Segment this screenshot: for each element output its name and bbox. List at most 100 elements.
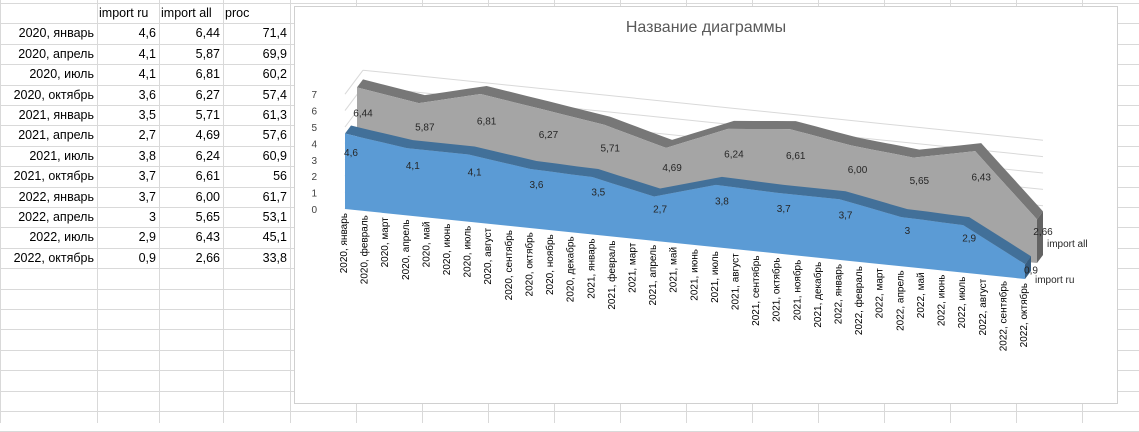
y-tick-label: 0 — [311, 205, 317, 216]
import-ru-cell[interactable]: 2,7 — [138, 128, 156, 142]
grid-line — [290, 0, 291, 423]
import-all-cell[interactable]: 5,87 — [195, 47, 220, 61]
header-cell[interactable]: import ru — [99, 6, 149, 20]
import-ru-cell[interactable]: 4,1 — [138, 47, 156, 61]
row-label-cell[interactable]: 2022, июль — [29, 230, 94, 244]
x-tick-label: 2021, июль — [710, 251, 721, 303]
import-ru-cell[interactable]: 3,7 — [138, 169, 156, 183]
x-tick-label: 2022, апрель — [895, 270, 906, 331]
grid-line — [97, 0, 98, 423]
y-tick-label: 6 — [311, 107, 317, 118]
import-all-cell[interactable]: 6,00 — [195, 190, 220, 204]
data-label: 5,87 — [415, 122, 435, 133]
proc-cell[interactable]: 71,4 — [262, 26, 287, 40]
x-tick-label: 2022, март — [875, 268, 886, 319]
data-label: 6,44 — [353, 109, 373, 120]
data-label: 3,5 — [591, 188, 605, 199]
proc-cell[interactable]: 61,3 — [262, 108, 287, 122]
proc-cell[interactable]: 33,8 — [262, 251, 287, 265]
x-tick-label: 2020, февраль — [359, 215, 371, 284]
grid-line — [0, 411, 1139, 412]
import-all-cell[interactable]: 6,44 — [195, 26, 220, 40]
x-tick-label: 2022, июль — [957, 277, 968, 329]
y-tick-label: 7 — [311, 90, 317, 101]
series-cap-import-all — [1037, 211, 1043, 263]
row-label-cell[interactable]: 2021, октябрь — [13, 169, 94, 183]
import-all-cell[interactable]: 4,69 — [195, 128, 220, 142]
import-ru-cell[interactable]: 0,9 — [138, 251, 156, 265]
x-tick-label: 2022, июнь — [937, 275, 948, 327]
proc-cell[interactable]: 53,1 — [262, 210, 287, 224]
proc-cell[interactable]: 45,1 — [262, 230, 287, 244]
proc-cell[interactable]: 57,4 — [262, 88, 287, 102]
x-tick-label: 2020, октябрь — [523, 232, 535, 296]
row-label-cell[interactable]: 2020, июль — [29, 67, 94, 81]
grid-line — [0, 0, 1, 423]
import-ru-cell[interactable]: 2,9 — [138, 230, 156, 244]
data-label: 6,24 — [724, 149, 744, 160]
proc-cell[interactable]: 57,6 — [262, 128, 287, 142]
row-label-cell[interactable]: 2022, январь — [18, 190, 94, 204]
import-ru-cell[interactable]: 3,5 — [138, 108, 156, 122]
proc-cell[interactable]: 56 — [273, 169, 287, 183]
chart-area[interactable]: Название диаграммы 0 1 2 3 4 5 6 7 6,44 5,87 6,81 6… — [294, 6, 1118, 404]
x-tick-label: 2021, февраль — [606, 241, 618, 310]
row-label-cell[interactable]: 2021, июль — [29, 149, 94, 163]
import-all-cell[interactable]: 6,27 — [195, 88, 220, 102]
data-label: 2,7 — [653, 204, 667, 215]
proc-cell[interactable]: 69,9 — [262, 47, 287, 61]
data-label: 3 — [905, 226, 911, 237]
data-label: 6,43 — [971, 172, 991, 183]
import-ru-cell[interactable]: 3 — [149, 210, 156, 224]
row-label-cell[interactable]: 2021, январь — [18, 108, 94, 122]
import-all-cell[interactable]: 5,65 — [195, 210, 220, 224]
header-cell[interactable]: proc — [225, 6, 250, 20]
grid-line — [159, 0, 160, 423]
import-ru-cell[interactable]: 3,6 — [138, 88, 156, 102]
area-chart-3d: 0 1 2 3 4 5 6 7 6,44 5,87 6,81 6,27 5,71 4,69 6,24 6,61… — [311, 69, 1088, 351]
data-label: 4,69 — [662, 163, 682, 174]
row-label-cell[interactable]: 2022, октябрь — [13, 251, 94, 265]
data-label: 6,61 — [786, 151, 806, 162]
x-tick-label: 2020, декабрь — [565, 236, 577, 302]
x-tick-label: 2022, сентябрь — [997, 281, 1009, 351]
x-tick-label: 2020, март — [380, 217, 391, 268]
import-all-cell[interactable]: 6,43 — [195, 230, 220, 244]
y-tick-label: 1 — [311, 189, 317, 200]
import-ru-cell[interactable]: 4,1 — [138, 67, 156, 81]
import-all-cell[interactable]: 6,81 — [195, 67, 220, 81]
legend-import-all: import all — [1047, 239, 1088, 250]
x-tick-label: 2021, август — [731, 253, 742, 310]
import-all-cell[interactable]: 6,61 — [195, 169, 220, 183]
x-tick-label: 2020, август — [483, 227, 494, 284]
x-tick-label: 2020, апрель — [401, 219, 412, 280]
proc-cell[interactable]: 60,9 — [262, 149, 287, 163]
x-tick-label: 2021, январь — [586, 238, 597, 298]
proc-cell[interactable]: 60,2 — [262, 67, 287, 81]
header-cell[interactable]: import all — [161, 6, 212, 20]
import-all-cell[interactable]: 6,24 — [195, 149, 220, 163]
data-label: 0,9 — [1024, 265, 1038, 276]
row-label-cell[interactable]: 2020, октябрь — [13, 88, 94, 102]
x-tick-label: 2022, август — [978, 278, 989, 335]
data-label: 6,27 — [539, 130, 559, 141]
proc-cell[interactable]: 61,7 — [262, 190, 287, 204]
row-label-cell[interactable]: 2022, апрель — [18, 210, 94, 224]
import-all-cell[interactable]: 2,66 — [195, 251, 220, 265]
x-tick-label: 2020, май — [421, 221, 432, 267]
x-tick-label: 2020, сентябрь — [503, 230, 515, 300]
data-label: 3,6 — [530, 180, 544, 191]
row-label-cell[interactable]: 2020, апрель — [18, 47, 94, 61]
import-ru-cell[interactable]: 3,8 — [138, 149, 156, 163]
x-tick-label: 2021, октябрь — [771, 258, 783, 322]
x-tick-label: 2022, февраль — [853, 266, 865, 335]
row-label-cell[interactable]: 2020, январь — [18, 26, 94, 40]
data-label: 6,00 — [848, 165, 868, 176]
import-ru-cell[interactable]: 3,7 — [138, 190, 156, 204]
row-label-cell[interactable]: 2021, апрель — [18, 128, 94, 142]
chart-title[interactable]: Название диаграммы — [625, 19, 787, 36]
x-tick-label: 2021, декабрь — [812, 262, 824, 328]
x-tick-label: 2020, июнь — [442, 224, 453, 276]
import-ru-cell[interactable]: 4,6 — [138, 26, 156, 40]
import-all-cell[interactable]: 5,71 — [195, 108, 220, 122]
